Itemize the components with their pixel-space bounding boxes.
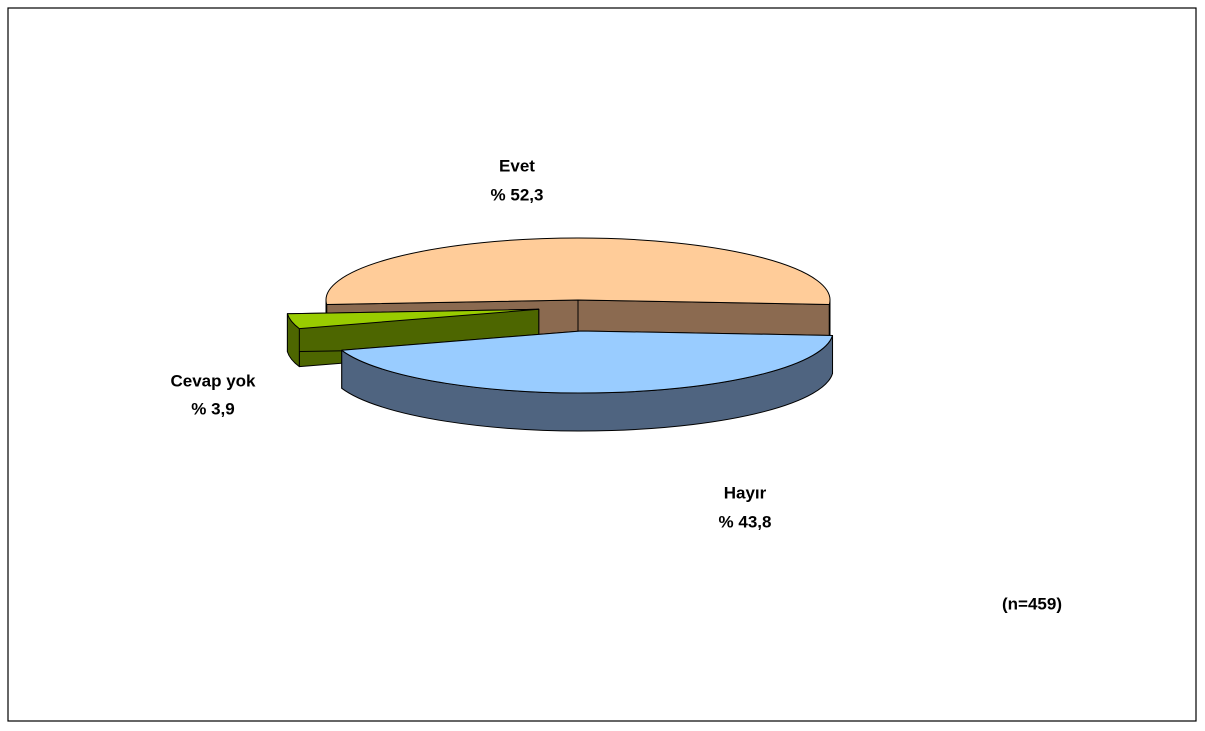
slice — [325, 237, 831, 305]
value-label: % 43,8 — [719, 512, 772, 531]
annotation: (n=459) — [1002, 594, 1062, 613]
slice — [341, 330, 834, 394]
value-label: % 3,9 — [191, 399, 234, 418]
slice-label: Hayır — [724, 483, 767, 502]
slice-label: Evet — [499, 156, 535, 175]
slice-label: Cevap yok — [170, 371, 256, 390]
slice — [286, 308, 540, 330]
value-label: % 52,3 — [491, 185, 544, 204]
